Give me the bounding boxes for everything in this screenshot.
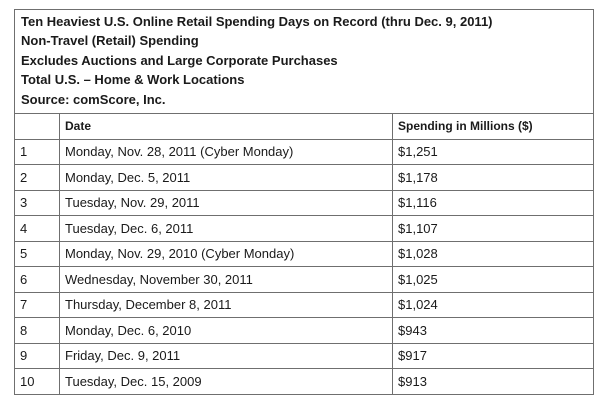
spending-cell: $1,116 <box>392 190 593 215</box>
rank-cell: 7 <box>20 297 28 313</box>
column-header-rank <box>15 114 59 139</box>
table-row: 6 Wednesday, November 30, 2011 $1,025 <box>15 267 593 293</box>
rank-cell: 9 <box>20 348 28 364</box>
spending-cell: $1,028 <box>392 241 593 266</box>
table-header-block: Ten Heaviest U.S. Online Retail Spending… <box>15 10 593 114</box>
spending-cell: $1,178 <box>392 165 593 190</box>
subtitle-locations: Total U.S. – Home & Work Locations <box>21 72 245 88</box>
table-row: 10 Tuesday, Dec. 15, 2009 $913 <box>15 369 593 395</box>
spending-cell: $913 <box>392 369 593 395</box>
date-cell: Thursday, December 8, 2011 <box>59 292 392 317</box>
date-cell: Tuesday, Nov. 29, 2011 <box>59 190 392 215</box>
table-row: 9 Friday, Dec. 9, 2011 $917 <box>15 343 593 369</box>
date-cell: Tuesday, Dec. 6, 2011 <box>59 216 392 241</box>
table-title: Ten Heaviest U.S. Online Retail Spending… <box>21 14 493 29</box>
rank-cell: 3 <box>20 195 28 211</box>
column-header-date: Date <box>59 114 392 139</box>
table-row: 5 Monday, Nov. 29, 2010 (Cyber Monday) $… <box>15 241 593 267</box>
date-cell: Friday, Dec. 9, 2011 <box>59 343 392 368</box>
table-row: 3 Tuesday, Nov. 29, 2011 $1,116 <box>15 190 593 216</box>
rank-cell: 5 <box>20 246 28 262</box>
date-cell: Monday, Dec. 6, 2010 <box>59 318 392 343</box>
spending-cell: $1,024 <box>392 292 593 317</box>
spending-cell: $1,107 <box>392 216 593 241</box>
rank-cell: 4 <box>20 220 28 236</box>
table-row: 8 Monday, Dec. 6, 2010 $943 <box>15 318 593 344</box>
date-cell: Monday, Nov. 29, 2010 (Cyber Monday) <box>59 241 392 266</box>
rank-cell: 10 <box>20 374 35 390</box>
rank-cell: 2 <box>20 169 28 185</box>
date-cell: Monday, Nov. 28, 2011 (Cyber Monday) <box>59 139 392 164</box>
column-header-spending: Spending in Millions ($) <box>392 114 593 139</box>
subtitle-non-travel: Non-Travel (Retail) Spending <box>21 33 199 49</box>
rank-cell: 1 <box>20 144 28 160</box>
column-header-row: Date Spending in Millions ($) <box>15 114 593 140</box>
table-row: 4 Tuesday, Dec. 6, 2011 $1,107 <box>15 216 593 242</box>
subtitle-excludes: Excludes Auctions and Large Corporate Pu… <box>21 52 338 68</box>
subtitle-source: Source: comScore, Inc. <box>21 91 166 107</box>
table-row: 1 Monday, Nov. 28, 2011 (Cyber Monday) $… <box>15 139 593 165</box>
date-cell: Tuesday, Dec. 15, 2009 <box>59 369 392 395</box>
rank-cell: 6 <box>20 271 28 287</box>
spending-cell: $1,251 <box>392 139 593 164</box>
rank-cell: 8 <box>20 322 28 338</box>
table-row: 2 Monday, Dec. 5, 2011 $1,178 <box>15 165 593 191</box>
spending-table-frame: Ten Heaviest U.S. Online Retail Spending… <box>14 9 594 395</box>
date-cell: Wednesday, November 30, 2011 <box>59 267 392 292</box>
date-cell: Monday, Dec. 5, 2011 <box>59 165 392 190</box>
spending-cell: $1,025 <box>392 267 593 292</box>
spending-cell: $917 <box>392 343 593 368</box>
spending-cell: $943 <box>392 318 593 343</box>
table-row: 7 Thursday, December 8, 2011 $1,024 <box>15 292 593 318</box>
